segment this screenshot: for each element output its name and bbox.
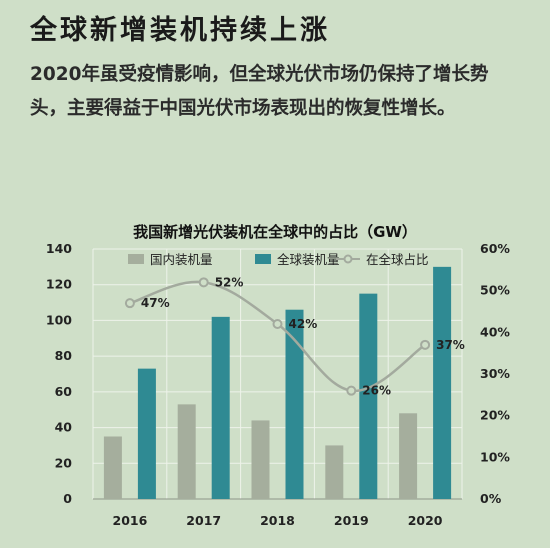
share-point xyxy=(346,385,357,396)
share-point xyxy=(124,298,135,309)
share-label: 37% xyxy=(436,338,465,352)
chart-legend: 国内装机量 全球装机量 在全球占比 xyxy=(128,252,429,267)
y-axis-left: 0 20 40 60 80 100 120 140 xyxy=(46,241,72,506)
bar-domestic xyxy=(325,445,344,499)
x-tick-label: 2016 xyxy=(113,513,148,528)
y-tick-label: 0 xyxy=(63,491,72,506)
y-tick-label: 140 xyxy=(46,241,72,256)
bar-domestic xyxy=(177,404,196,499)
y-tick-label: 80 xyxy=(55,348,73,363)
bar-global xyxy=(433,266,452,499)
bar-series xyxy=(103,266,452,499)
y2-tick-label: 0% xyxy=(480,491,502,506)
bar-domestic xyxy=(399,413,418,499)
x-tick-label: 2020 xyxy=(408,513,443,528)
legend-label: 全球装机量 xyxy=(277,252,340,267)
bar-global xyxy=(359,293,378,499)
page-title: 全球新增装机持续上涨 xyxy=(30,15,330,46)
bar-domestic xyxy=(251,420,270,499)
share-point xyxy=(272,319,283,329)
y-tick-label: 60 xyxy=(55,384,73,399)
x-tick-label: 2019 xyxy=(334,513,369,528)
y2-tick-label: 40% xyxy=(480,324,510,339)
line-series: 47% 52% 42% 26% 37% xyxy=(124,275,465,398)
share-point xyxy=(198,277,209,288)
y-tick-label: 40 xyxy=(55,420,73,435)
legend-swatch-marker xyxy=(343,254,353,264)
share-label: 52% xyxy=(215,275,244,289)
x-axis: 2016 2017 2018 2019 2020 xyxy=(113,513,443,528)
share-label: 42% xyxy=(289,317,318,331)
bar-global xyxy=(285,309,304,499)
legend-swatch xyxy=(255,254,271,264)
y2-tick-label: 30% xyxy=(480,366,510,381)
y2-tick-label: 60% xyxy=(480,241,510,256)
share-point xyxy=(420,339,431,350)
x-tick-label: 2017 xyxy=(186,513,221,528)
y-axis-right: 0% 10% 20% 30% 40% 50% 60% xyxy=(480,241,510,506)
legend-label: 在全球占比 xyxy=(366,252,429,267)
share-line xyxy=(129,280,426,392)
page-description: 2020年虽受疫情影响，但全球光伏市场仍保持了增长势头，主要得益于中国光伏市场表… xyxy=(30,64,489,119)
y-tick-label: 120 xyxy=(46,277,72,292)
y-tick-label: 100 xyxy=(46,312,72,327)
legend-swatch xyxy=(128,254,144,264)
bar-domestic xyxy=(103,436,122,499)
chart-title: 我国新增光伏装机在全球中的占比（GW） xyxy=(133,223,417,241)
legend-label: 国内装机量 xyxy=(150,252,213,267)
y-tick-label: 20 xyxy=(55,455,73,470)
y2-tick-label: 10% xyxy=(480,449,510,464)
share-label: 26% xyxy=(362,384,391,398)
share-label: 47% xyxy=(141,296,170,310)
y2-tick-label: 20% xyxy=(480,408,510,423)
bar-global xyxy=(211,316,230,499)
x-tick-label: 2018 xyxy=(260,513,295,528)
y2-tick-label: 50% xyxy=(480,283,510,298)
bar-global xyxy=(137,368,156,499)
